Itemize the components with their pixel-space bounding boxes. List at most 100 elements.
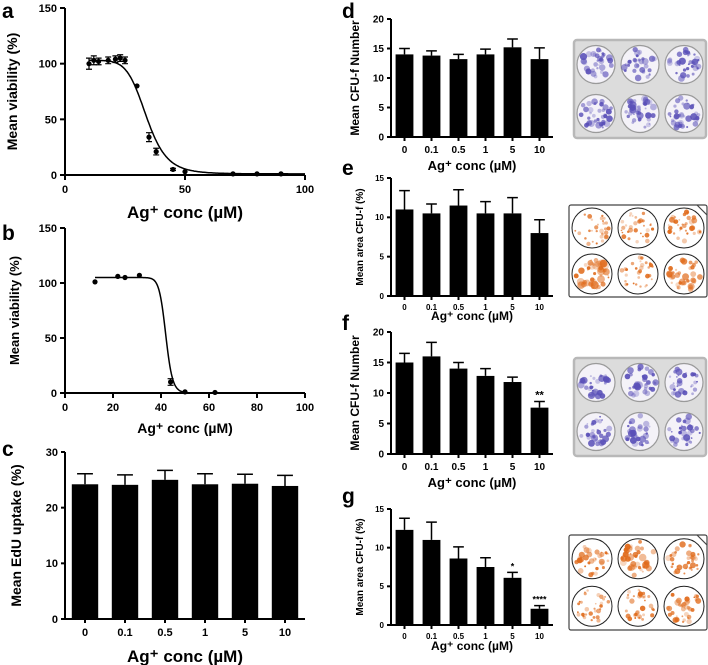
data-point [170, 166, 176, 173]
y-tick-label: 0 [378, 450, 384, 461]
data-point [136, 272, 142, 278]
colony [587, 107, 594, 113]
colony [594, 602, 597, 605]
colony [686, 232, 689, 235]
colony [695, 564, 699, 567]
colony [627, 237, 631, 241]
colony [587, 116, 591, 120]
colony [621, 234, 627, 240]
colony [578, 551, 585, 558]
colony [593, 74, 598, 79]
colony [690, 113, 698, 121]
error-bar [399, 189, 410, 210]
colony [648, 263, 654, 268]
colony [677, 374, 680, 377]
x-tick-label: 100 [296, 402, 314, 414]
colony [585, 68, 592, 75]
colony [648, 425, 651, 428]
colony [627, 616, 633, 622]
colony [678, 112, 685, 118]
colony [577, 568, 584, 574]
colony [667, 57, 673, 62]
colony [679, 541, 686, 548]
y-tick-label: 5 [380, 582, 385, 591]
bar [503, 577, 522, 625]
x-tick-label: 5 [242, 627, 248, 639]
colony [648, 123, 651, 125]
colony [693, 55, 701, 63]
colony [634, 565, 637, 568]
colony [583, 262, 588, 267]
colony [681, 620, 685, 624]
colony [642, 374, 648, 380]
colony [601, 54, 605, 58]
colony [602, 216, 606, 220]
colony [639, 232, 642, 235]
colony [641, 57, 649, 65]
colony [592, 52, 597, 57]
colony [679, 123, 686, 129]
colony [641, 211, 646, 216]
colony [586, 266, 591, 270]
panel-label-f: f [342, 312, 350, 335]
y-tick-label: 5 [378, 419, 384, 430]
colony [672, 391, 677, 396]
colony [634, 617, 637, 619]
well [576, 362, 616, 403]
colony [684, 229, 688, 232]
colony [682, 373, 688, 379]
colony [672, 617, 679, 623]
colony [631, 432, 635, 437]
colony [596, 429, 602, 435]
colony [645, 228, 650, 233]
colony [695, 597, 702, 604]
colony [681, 223, 684, 226]
colony [596, 618, 601, 623]
panel-label-d: d [342, 0, 355, 23]
colony [691, 58, 699, 66]
error-bar [507, 196, 518, 214]
colony [640, 546, 644, 551]
colony [639, 265, 644, 271]
colony [638, 540, 642, 544]
panel-label-b: b [2, 222, 15, 245]
x-tick-label: 0.5 [452, 145, 466, 156]
colony [686, 605, 691, 610]
colony [668, 225, 673, 231]
bar [476, 567, 495, 625]
colony [589, 277, 595, 282]
colony [691, 278, 697, 284]
colony [583, 213, 586, 216]
colony [690, 383, 694, 387]
colony [596, 59, 599, 62]
x-tick-label: 0.1 [117, 627, 132, 639]
well [620, 44, 660, 85]
colony [690, 437, 693, 439]
y-tick-label: 10 [375, 543, 384, 552]
bar [191, 484, 219, 619]
colony [602, 268, 610, 276]
colony [645, 238, 650, 244]
y-tick-label: 0 [378, 133, 384, 144]
panel-label-e: e [342, 157, 354, 180]
bar [449, 558, 468, 625]
colony [597, 266, 605, 273]
colony [645, 432, 649, 435]
colony [628, 225, 633, 230]
colony [600, 281, 606, 287]
colony [680, 429, 683, 432]
colony [671, 563, 674, 566]
colony [650, 549, 657, 555]
error-bar [480, 367, 491, 376]
colony [688, 60, 693, 65]
y-tick-label: 15 [373, 44, 385, 55]
colony [574, 229, 577, 232]
colony [679, 225, 684, 230]
colony [691, 60, 695, 64]
colony [693, 281, 696, 284]
error-bar [480, 556, 491, 567]
data-point [112, 56, 118, 62]
y-tick-label: 100 [39, 59, 57, 71]
colony [692, 65, 699, 72]
